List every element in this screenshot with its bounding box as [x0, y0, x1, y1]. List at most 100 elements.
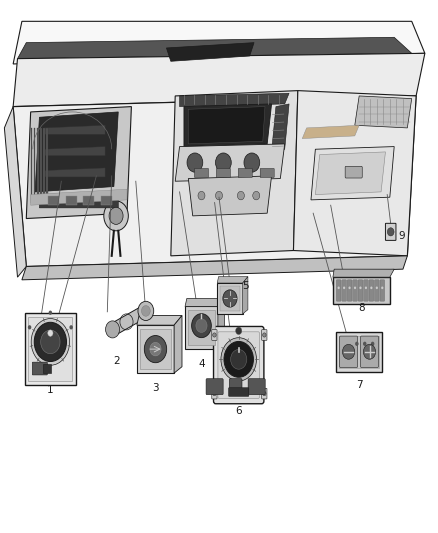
Polygon shape — [4, 107, 26, 277]
FancyBboxPatch shape — [345, 166, 362, 178]
Polygon shape — [185, 298, 224, 306]
Text: 7: 7 — [356, 380, 363, 390]
Circle shape — [150, 342, 161, 356]
Polygon shape — [43, 128, 45, 203]
FancyBboxPatch shape — [385, 223, 396, 240]
Polygon shape — [46, 128, 48, 203]
Polygon shape — [243, 277, 248, 314]
Polygon shape — [26, 107, 131, 219]
FancyBboxPatch shape — [262, 329, 267, 341]
Circle shape — [343, 287, 345, 289]
FancyBboxPatch shape — [347, 280, 352, 301]
Polygon shape — [272, 104, 289, 152]
Polygon shape — [302, 125, 359, 139]
Circle shape — [343, 344, 355, 359]
Circle shape — [109, 207, 123, 224]
FancyBboxPatch shape — [230, 378, 242, 394]
Text: 2: 2 — [113, 357, 120, 366]
FancyBboxPatch shape — [339, 336, 379, 368]
Circle shape — [231, 350, 247, 369]
Polygon shape — [217, 277, 248, 283]
FancyBboxPatch shape — [238, 168, 252, 177]
Circle shape — [192, 313, 211, 338]
FancyBboxPatch shape — [43, 364, 51, 373]
Polygon shape — [166, 43, 254, 61]
Polygon shape — [31, 189, 127, 205]
Circle shape — [371, 342, 374, 346]
Polygon shape — [188, 107, 265, 144]
Polygon shape — [34, 128, 35, 203]
FancyBboxPatch shape — [212, 329, 217, 341]
FancyBboxPatch shape — [353, 280, 357, 301]
FancyBboxPatch shape — [360, 336, 378, 368]
Circle shape — [354, 287, 356, 289]
FancyBboxPatch shape — [374, 280, 379, 301]
Polygon shape — [35, 112, 118, 192]
FancyBboxPatch shape — [188, 310, 215, 345]
Circle shape — [215, 153, 231, 172]
Polygon shape — [171, 91, 298, 256]
FancyBboxPatch shape — [185, 306, 218, 349]
Circle shape — [237, 191, 244, 200]
Text: 4: 4 — [198, 359, 205, 368]
Circle shape — [263, 391, 266, 395]
Text: 5: 5 — [242, 281, 249, 291]
FancyBboxPatch shape — [336, 332, 382, 372]
FancyBboxPatch shape — [220, 286, 240, 311]
FancyBboxPatch shape — [229, 388, 249, 397]
Polygon shape — [333, 269, 394, 277]
Circle shape — [138, 301, 154, 320]
Circle shape — [215, 191, 223, 200]
Polygon shape — [293, 91, 416, 256]
Circle shape — [106, 321, 120, 338]
FancyBboxPatch shape — [336, 280, 341, 301]
Circle shape — [338, 287, 340, 289]
Polygon shape — [44, 147, 105, 156]
FancyBboxPatch shape — [216, 168, 230, 177]
Circle shape — [370, 287, 372, 289]
Circle shape — [28, 325, 32, 329]
Polygon shape — [13, 21, 425, 64]
Circle shape — [198, 191, 205, 200]
FancyBboxPatch shape — [248, 378, 265, 394]
Polygon shape — [137, 316, 182, 325]
FancyBboxPatch shape — [212, 388, 217, 399]
FancyBboxPatch shape — [358, 280, 363, 301]
FancyBboxPatch shape — [380, 280, 385, 301]
Circle shape — [104, 201, 128, 231]
Circle shape — [223, 290, 237, 307]
Circle shape — [221, 338, 257, 381]
Polygon shape — [44, 168, 105, 177]
Circle shape — [363, 342, 367, 346]
FancyBboxPatch shape — [101, 196, 112, 205]
FancyBboxPatch shape — [194, 168, 208, 177]
FancyBboxPatch shape — [340, 336, 357, 368]
Circle shape — [387, 228, 394, 236]
FancyBboxPatch shape — [206, 378, 223, 394]
Circle shape — [253, 191, 260, 200]
Polygon shape — [218, 298, 224, 349]
FancyBboxPatch shape — [83, 196, 94, 205]
Circle shape — [144, 336, 166, 362]
FancyBboxPatch shape — [214, 326, 264, 404]
Polygon shape — [184, 104, 272, 147]
Circle shape — [244, 153, 260, 172]
FancyBboxPatch shape — [48, 196, 59, 205]
FancyBboxPatch shape — [260, 168, 274, 177]
Text: 6: 6 — [235, 407, 242, 416]
Circle shape — [48, 330, 53, 336]
FancyBboxPatch shape — [369, 280, 374, 301]
FancyBboxPatch shape — [25, 313, 76, 385]
FancyBboxPatch shape — [218, 332, 259, 399]
Polygon shape — [40, 128, 42, 203]
FancyBboxPatch shape — [342, 280, 346, 301]
Circle shape — [349, 287, 351, 289]
Circle shape — [355, 342, 359, 346]
Circle shape — [69, 325, 73, 329]
Circle shape — [41, 330, 60, 354]
Polygon shape — [18, 37, 412, 59]
Circle shape — [381, 287, 383, 289]
Polygon shape — [315, 152, 385, 195]
Text: 3: 3 — [152, 383, 159, 393]
Circle shape — [263, 333, 266, 337]
